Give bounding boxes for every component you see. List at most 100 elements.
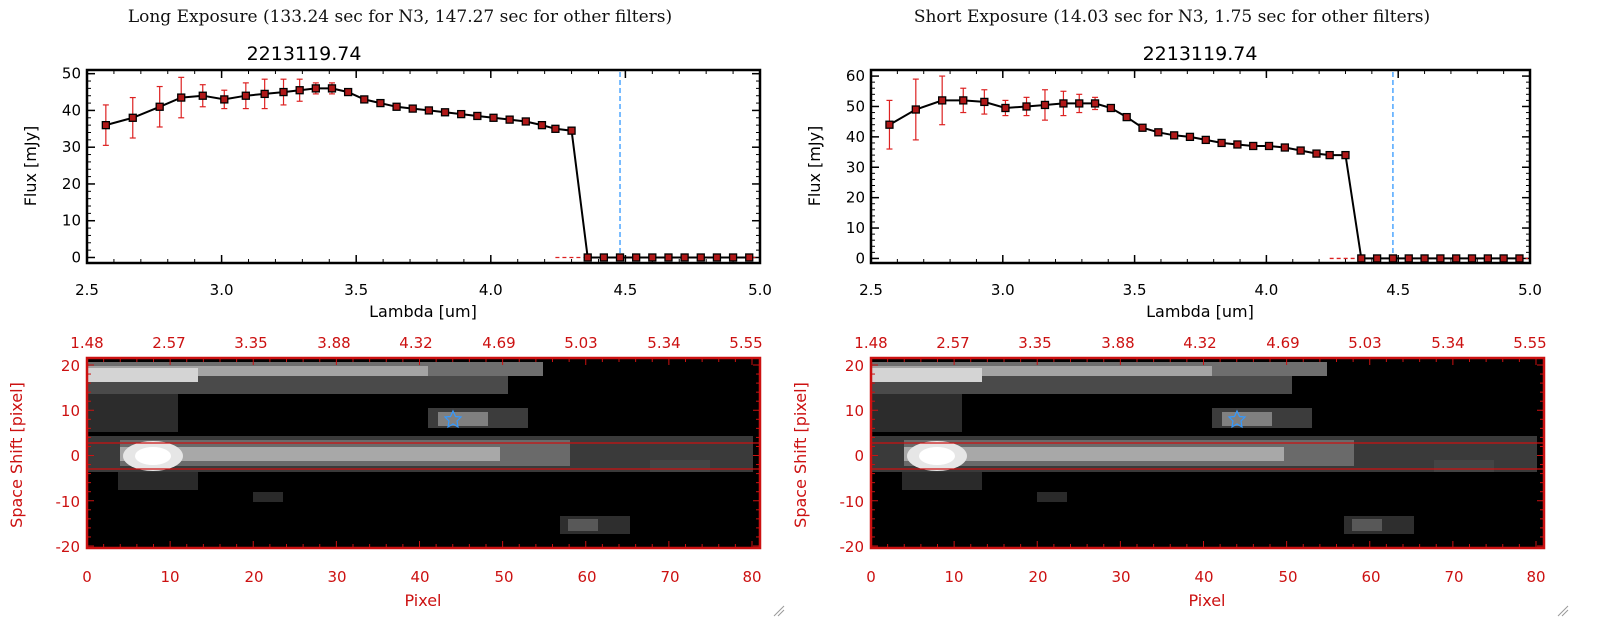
spectrum-xlabel-short: Lambda [um] (1146, 302, 1254, 321)
image-faint-source-long (253, 492, 283, 502)
image-top-tick-label: 3.88 (317, 334, 350, 352)
spectrum-ytick-label: 0 (855, 249, 865, 267)
spectrum-point (1217, 138, 1226, 148)
spectrum-point (424, 106, 434, 115)
spectrum-title-long: 2213119.74 (247, 43, 362, 65)
image-xlabel-short: Pixel (1188, 591, 1225, 610)
image-lower-diffuse-long (118, 472, 198, 490)
spectrum-point (128, 113, 137, 122)
spectrum-xtick-label: 2.5 (75, 281, 99, 299)
spectrum-point (1296, 146, 1305, 155)
spectrum-markers-short (885, 96, 1524, 263)
image-blobs-long (88, 362, 753, 534)
spectrum-xtick-label: 4.0 (1254, 281, 1278, 299)
spectrum-point (1467, 254, 1477, 263)
spectrum-point (1059, 99, 1068, 108)
spectrum-ytick-label: 20 (846, 189, 865, 207)
spectrum-point (1249, 141, 1258, 151)
spectrum-point (1001, 103, 1010, 113)
spectrum-point (343, 87, 353, 97)
spectrum-point (408, 104, 417, 113)
image-xtick-label: 10 (160, 568, 179, 586)
spectrum-ytick-label: 20 (62, 175, 81, 193)
spectrum-point (1233, 140, 1242, 149)
image-xtick-label: 80 (742, 568, 761, 586)
spectrum-point (712, 253, 722, 262)
image-ytick-label: -10 (56, 493, 81, 511)
spectrum-point (101, 120, 110, 130)
image-streak-upper-bright-long (88, 368, 198, 382)
spectrum-point (1404, 254, 1413, 263)
spectrum-point (1185, 132, 1195, 142)
spectrum-xtick-label: 2.5 (859, 281, 883, 299)
spectrum-point (1022, 102, 1031, 111)
image-top-tick-label: 5.55 (1513, 334, 1546, 352)
image-top-tick-label: 4.69 (482, 334, 515, 352)
spectrum-point (567, 126, 576, 135)
image-frame-long (85, 356, 762, 550)
spectrum-xtick-label: 5.0 (1518, 281, 1542, 299)
spectrum-point (311, 84, 320, 93)
resize-grip-icon[interactable] (773, 605, 785, 617)
image-xtick-label: 80 (1526, 568, 1545, 586)
spectrum-point (1201, 135, 1210, 145)
spectrum-point (696, 253, 705, 262)
image-top-tick-label: 5.03 (1348, 334, 1381, 352)
image-xtick-label: 10 (944, 568, 963, 586)
spectrum-yticks-long: 0 10 20 30 40 50 (62, 65, 760, 266)
image-xtick-label: 0 (866, 568, 876, 586)
spectrum-xticks-short: 2.5 3.0 3.5 4.0 4.5 5.0 (859, 70, 1542, 299)
spectrum-point (632, 253, 641, 262)
spectrum-point (376, 98, 385, 108)
spectrum-point (1499, 254, 1508, 263)
image-xtick-label: 20 (1028, 568, 1047, 586)
image-faint-source-short (1037, 492, 1067, 502)
image-xtick-label: 30 (1111, 568, 1130, 586)
spectrum-ytick-label: 30 (846, 158, 865, 176)
spectrum-xtick-label: 5.0 (748, 281, 772, 299)
image-ytick-label: 20 (845, 357, 864, 375)
image-ytick-label: -20 (840, 538, 865, 556)
star-marker-short (1227, 409, 1247, 429)
spectrum-ylabel-short: Flux [mJy] (805, 126, 824, 207)
spectrum-point (505, 115, 514, 124)
image-xtick-label: 60 (577, 568, 596, 586)
image-ytick-label: 0 (854, 447, 864, 465)
spectrum-xtick-label: 4.5 (1386, 281, 1410, 299)
image-top-tick-label: 5.34 (1431, 334, 1464, 352)
spectrum-xtick-label: 3.5 (344, 281, 368, 299)
spectrum-point (911, 105, 920, 114)
spectrum-point (241, 91, 250, 100)
image-top-tick-label: 2.57 (936, 334, 969, 352)
spectrum-point (473, 111, 482, 121)
image-xtick-label: 50 (494, 568, 513, 586)
spectrum-ytick-label: 60 (846, 67, 865, 85)
spectrum-point (1483, 254, 1492, 263)
image-streak-upper-bright-short (872, 368, 982, 382)
spectrum-ytick-label: 50 (62, 65, 81, 83)
spectrum-point (680, 253, 689, 262)
spectrum-minor-ticks-long (86, 70, 761, 263)
image-ticks-long (86, 358, 760, 548)
resize-grip-icon[interactable] (1557, 605, 1569, 617)
spectrum-point (938, 96, 947, 105)
image-top-tick-label: 3.88 (1101, 334, 1134, 352)
spectrum-point (599, 253, 609, 262)
spectrum-point (521, 117, 530, 126)
spectrum-ytick-label: 40 (62, 101, 81, 119)
spectrum-point (489, 113, 498, 122)
spectrum-point (1357, 254, 1366, 263)
spectrum-point (260, 89, 269, 99)
image-streak-upper-core-long (88, 366, 428, 376)
spectrum-error-bars-long (102, 76, 575, 146)
spectrum-point (615, 253, 625, 262)
spectrum-markers-long (101, 84, 754, 262)
spectrum-plot-short: 2.5 3.0 3.5 4.0 4.5 5.0 0 10 20 30 40 50 60 Lambda … (805, 67, 1542, 321)
image-ytick-label: 10 (845, 402, 864, 420)
spectrum-xtick-label: 4.5 (613, 281, 637, 299)
spectrum-ytick-label: 10 (62, 212, 81, 230)
image-top-tick-label: 1.48 (854, 334, 887, 352)
spectrum-point (327, 84, 337, 93)
spectrum-point (1372, 254, 1382, 263)
